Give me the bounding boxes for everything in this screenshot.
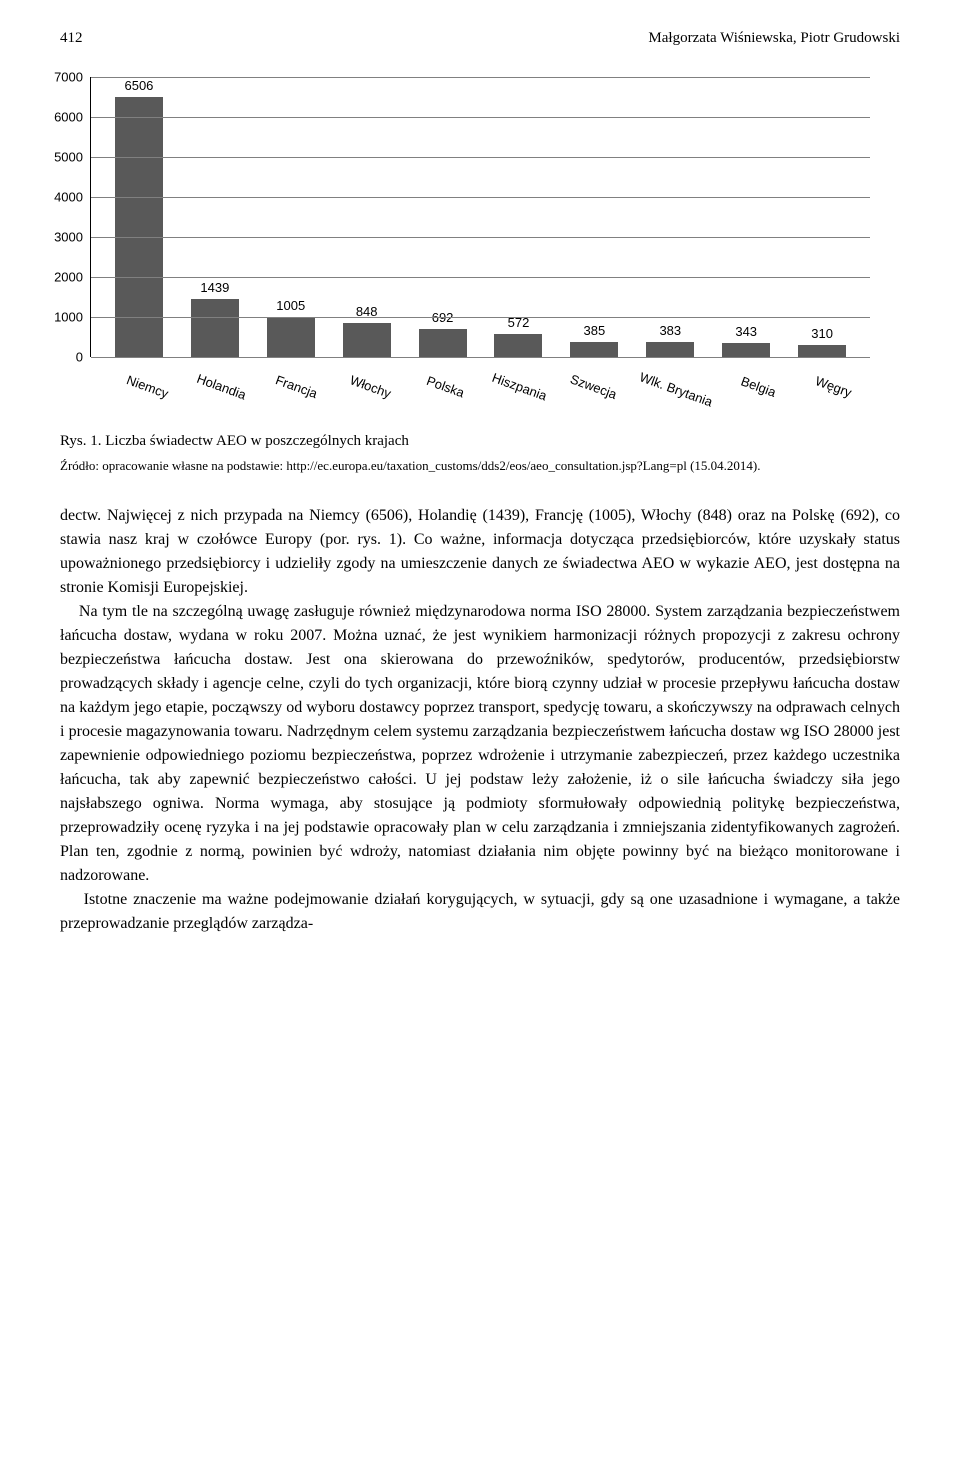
x-tick-label: Polska xyxy=(389,365,476,437)
chart-plot-area: 650614391005848692572385383343310 010002… xyxy=(90,77,870,357)
x-tick-label: Wlk. Brytania xyxy=(612,365,714,443)
bar-chart: 650614391005848692572385383343310 010002… xyxy=(90,77,870,413)
x-tick-label: Francja xyxy=(240,365,327,437)
bar-group: 383 xyxy=(632,77,708,357)
bar xyxy=(267,317,315,357)
x-tick-label: Niemcy xyxy=(91,365,178,437)
y-tick-label: 2000 xyxy=(54,270,91,285)
gridline xyxy=(91,197,870,198)
figure-caption: Rys. 1. Liczba świadectw AEO w poszczegó… xyxy=(60,433,900,450)
bar xyxy=(646,342,694,357)
body-text: dectw. Najwięcej z nich przypada na Niem… xyxy=(60,504,900,936)
y-tick-label: 7000 xyxy=(54,70,91,85)
x-tick-label: Hiszpania xyxy=(463,365,550,437)
bar-group: 343 xyxy=(708,77,784,357)
y-tick-label: 4000 xyxy=(54,190,91,205)
bar-group: 385 xyxy=(556,77,632,357)
bar-value-label: 383 xyxy=(659,323,681,338)
x-tick-label: Węgry xyxy=(777,365,864,437)
y-tick-label: 1000 xyxy=(54,310,91,325)
gridline xyxy=(91,237,870,238)
bar-group: 6506 xyxy=(101,77,177,357)
bar xyxy=(191,299,239,357)
bar xyxy=(419,329,467,357)
authors: Małgorzata Wiśniewska, Piotr Grudowski xyxy=(648,30,900,47)
bar-group: 572 xyxy=(481,77,557,357)
bar-group: 848 xyxy=(329,77,405,357)
chart-x-labels: NiemcyHolandiaFrancjaWłochyPolskaHiszpan… xyxy=(90,363,870,413)
bar xyxy=(798,345,846,357)
y-tick-label: 3000 xyxy=(54,230,91,245)
bar-group: 692 xyxy=(405,77,481,357)
gridline xyxy=(91,357,870,358)
gridline xyxy=(91,117,870,118)
gridline xyxy=(91,277,870,278)
bar-group: 1005 xyxy=(253,77,329,357)
x-tick-label: Holandia xyxy=(166,365,253,437)
page-number: 412 xyxy=(60,30,83,47)
x-tick-label: Włochy xyxy=(315,365,402,437)
page-header: 412 Małgorzata Wiśniewska, Piotr Grudows… xyxy=(60,30,900,47)
figure-source: Źródło: opracowanie własne na podstawie:… xyxy=(60,456,900,476)
bar xyxy=(570,342,618,357)
bar-value-label: 385 xyxy=(584,323,606,338)
bar-value-label: 1439 xyxy=(200,280,229,295)
bar-value-label: 310 xyxy=(811,326,833,341)
y-tick-label: 6000 xyxy=(54,110,91,125)
chart-bars: 6506 1439 1005 848692572 385 383 343 310 xyxy=(91,77,870,357)
x-tick-label: Belgia xyxy=(703,365,790,437)
bar-value-label: 343 xyxy=(735,324,757,339)
bar xyxy=(722,343,770,357)
bar xyxy=(343,323,391,357)
bar-group: 1439 xyxy=(177,77,253,357)
gridline xyxy=(91,317,870,318)
bar-group: 310 xyxy=(784,77,860,357)
bar-value-label: 6506 xyxy=(124,78,153,93)
gridline xyxy=(91,77,870,78)
bar xyxy=(494,334,542,357)
y-tick-label: 0 xyxy=(76,350,91,365)
bar-value-label: 1005 xyxy=(276,298,305,313)
gridline xyxy=(91,157,870,158)
x-tick-label: Szwecja xyxy=(538,365,625,437)
y-tick-label: 5000 xyxy=(54,150,91,165)
